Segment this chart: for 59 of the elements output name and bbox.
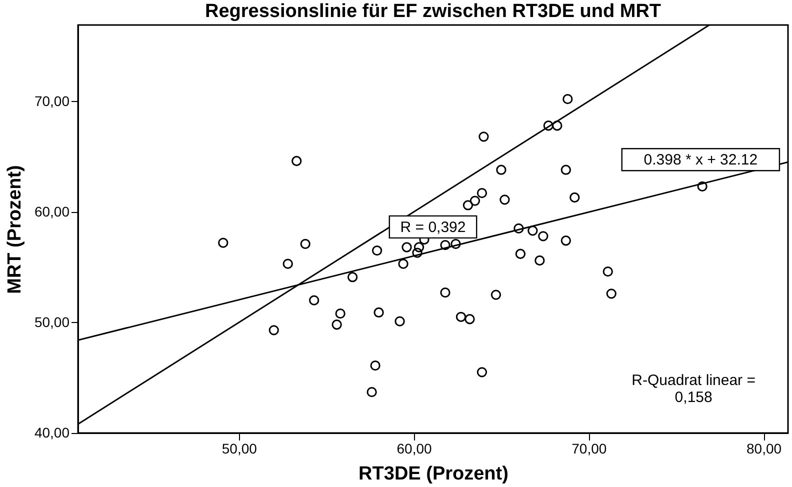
point [570, 192, 580, 203]
point [552, 120, 562, 131]
point [218, 238, 228, 248]
point [602, 266, 613, 277]
y-tick-label: 40,00 [34, 424, 70, 440]
point [562, 94, 573, 104]
annotation: R-Quadrat linear = 0,158 [632, 372, 756, 406]
x-tick-label: 50,00 [222, 440, 258, 456]
point [292, 156, 302, 166]
chart-title: Regressionslinie für EF zwischen RT3DE und MRT [204, 1, 662, 22]
point [456, 312, 466, 322]
point [414, 242, 424, 252]
y-tick-label: 50,00 [34, 314, 70, 330]
point [372, 245, 382, 256]
point [470, 196, 480, 206]
point [490, 290, 502, 300]
point [374, 307, 384, 318]
y-tick-label: 70,00 [34, 92, 70, 109]
point [300, 238, 310, 249]
point [440, 240, 450, 250]
point [366, 387, 377, 398]
point [282, 258, 293, 269]
x-tick-label: 80,00 [746, 440, 782, 456]
point [450, 238, 461, 249]
y-tick-label: 60,00 [34, 203, 70, 220]
point [534, 255, 545, 266]
point [462, 200, 474, 210]
y-axis-title: MRT (Prozent) [4, 165, 26, 294]
annotation: 0.398 * x + 32.12 [644, 152, 758, 169]
point [528, 226, 538, 236]
point [440, 288, 450, 298]
point [515, 248, 526, 259]
point [538, 231, 548, 242]
x-axis-title: RT3DE (Prozent) [358, 464, 508, 484]
point [478, 132, 489, 142]
annotation: R = 0,392 [400, 218, 466, 236]
point [332, 320, 342, 330]
point [335, 308, 346, 319]
point [514, 223, 524, 234]
point [398, 258, 408, 269]
point [309, 295, 320, 306]
point [500, 194, 510, 205]
point [606, 288, 616, 299]
point [370, 360, 380, 371]
point [476, 188, 488, 198]
point [394, 316, 405, 326]
point [560, 236, 571, 246]
point [697, 181, 708, 192]
point [476, 367, 488, 378]
x-tick-label: 60,00 [396, 440, 432, 456]
point [543, 120, 554, 131]
point [347, 272, 358, 282]
point [402, 242, 412, 252]
point [464, 314, 475, 324]
point [268, 325, 279, 336]
point [496, 164, 506, 175]
x-tick-label: 70,00 [572, 440, 607, 456]
point [560, 164, 571, 175]
point [412, 248, 422, 258]
